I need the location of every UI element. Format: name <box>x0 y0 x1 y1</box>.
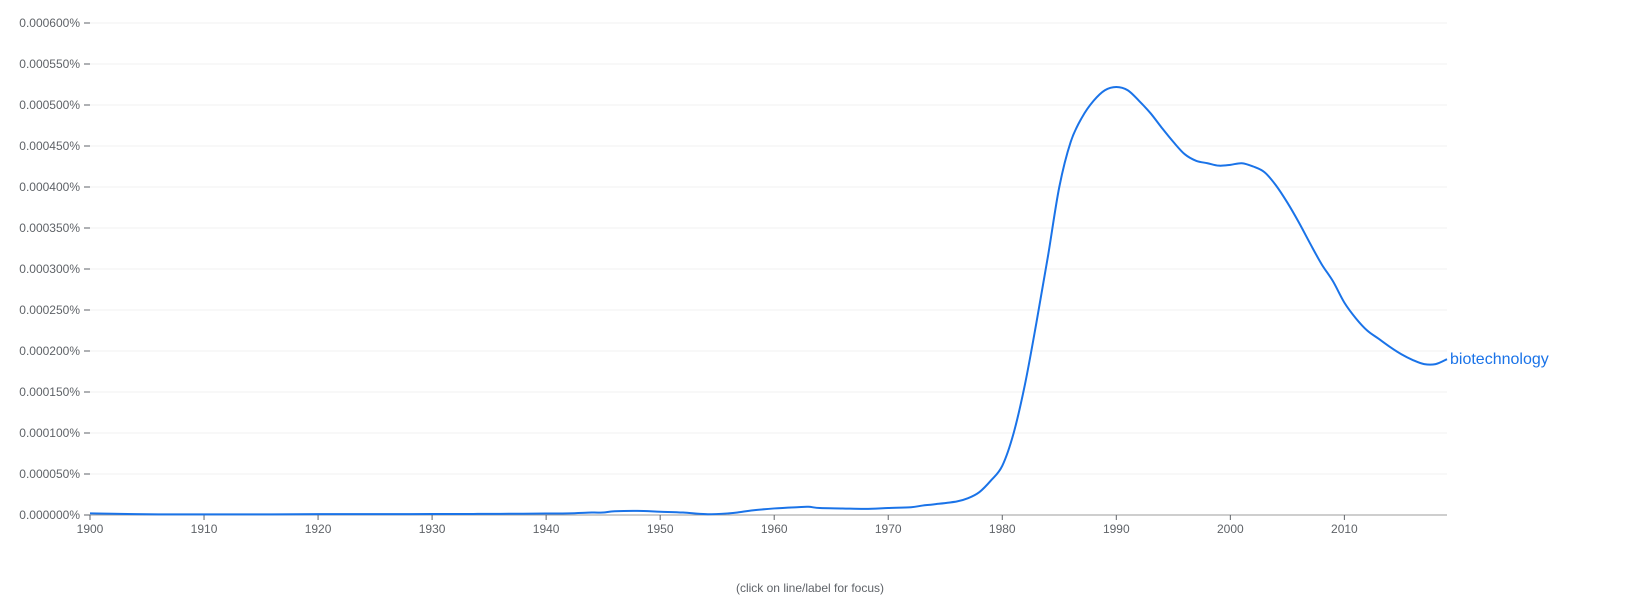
y-tick-label: 0.000200% <box>19 344 80 358</box>
y-tick-label: 0.000050% <box>19 467 80 481</box>
x-tick-label: 1900 <box>77 522 104 536</box>
series-group[interactable]: biotechnology <box>89 85 1549 516</box>
x-tick-label: 1970 <box>875 522 902 536</box>
x-tick-label: 1960 <box>761 522 788 536</box>
x-tick-label: 2000 <box>1217 522 1244 536</box>
series-line-biotechnology[interactable] <box>89 85 1448 516</box>
y-tick-label: 0.000400% <box>19 180 80 194</box>
y-tick-label: 0.000250% <box>19 303 80 317</box>
y-tick-label: 0.000300% <box>19 262 80 276</box>
y-tick-label: 0.000500% <box>19 98 80 112</box>
focus-hint-text: (click on line/label for focus) <box>735 581 885 595</box>
x-tick-label: 1930 <box>419 522 446 536</box>
x-tick-label: 1950 <box>647 522 674 536</box>
x-tick-label: 2010 <box>1331 522 1358 536</box>
y-tick-label: 0.000450% <box>19 139 80 153</box>
y-tick-label: 0.000100% <box>19 426 80 440</box>
y-tick-label: 0.000350% <box>19 221 80 235</box>
x-tick-label: 1990 <box>1103 522 1130 536</box>
grid-lines <box>90 22 1447 475</box>
y-axis: 0.000000% 0.000050% 0.000100% 0.000150% 0.00… <box>19 16 90 522</box>
x-tick-label: 1940 <box>533 522 560 536</box>
y-tick-label: 0.000600% <box>19 16 80 30</box>
x-axis: 1900 1910 1920 1930 1940 1950 1960 1970 1980 1990… <box>77 514 1447 536</box>
series-label-biotechnology[interactable]: biotechnology <box>1450 351 1549 368</box>
y-tick-label: 0.000150% <box>19 385 80 399</box>
y-tick-label: 0.000000% <box>19 508 80 522</box>
x-tick-label: 1920 <box>305 522 332 536</box>
x-tick-label: 1980 <box>989 522 1016 536</box>
y-tick-label: 0.000550% <box>19 57 80 71</box>
x-tick-label: 1910 <box>191 522 218 536</box>
